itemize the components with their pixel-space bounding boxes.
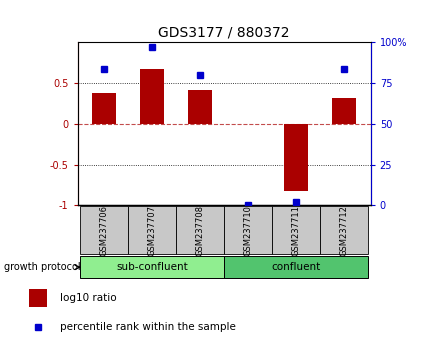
Bar <box>332 98 356 124</box>
Bar <box>187 90 212 124</box>
Bar <box>80 256 224 278</box>
Title: GDS3177 / 880372: GDS3177 / 880372 <box>158 26 289 40</box>
Bar <box>271 206 319 255</box>
Bar <box>319 206 367 255</box>
Bar <box>176 206 224 255</box>
Text: growth protocol: growth protocol <box>4 262 81 272</box>
Bar <box>224 206 271 255</box>
Text: percentile rank within the sample: percentile rank within the sample <box>60 322 236 332</box>
Bar <box>224 256 367 278</box>
Text: GSM237706: GSM237706 <box>99 205 108 256</box>
Bar <box>80 206 128 255</box>
Bar <box>92 93 116 124</box>
Bar <box>283 124 307 191</box>
Bar <box>140 69 164 124</box>
Text: log10 ratio: log10 ratio <box>60 293 117 303</box>
Text: GSM237710: GSM237710 <box>243 205 252 256</box>
Bar <box>29 289 46 307</box>
Text: GSM237711: GSM237711 <box>291 205 300 256</box>
Text: GSM237708: GSM237708 <box>195 205 204 256</box>
Text: confluent: confluent <box>271 262 320 272</box>
Text: sub-confluent: sub-confluent <box>116 262 187 272</box>
Text: GSM237707: GSM237707 <box>147 205 156 256</box>
Bar <box>128 206 176 255</box>
Text: GSM237712: GSM237712 <box>339 205 348 256</box>
